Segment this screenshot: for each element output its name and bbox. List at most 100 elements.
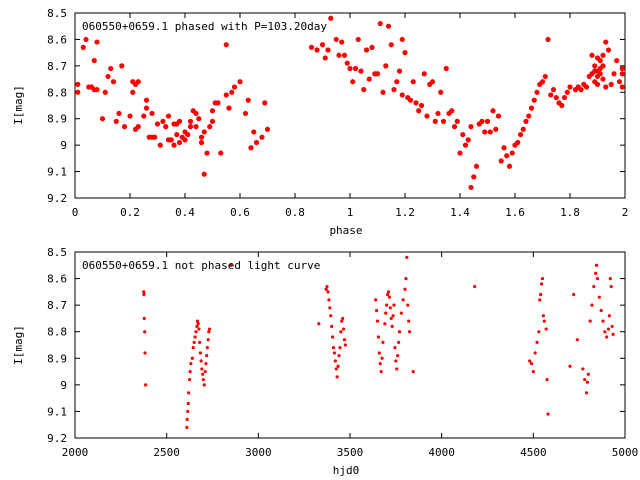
unphased-data-point [204, 362, 208, 366]
unphased-data-point [332, 351, 337, 355]
unphased-data-point [325, 284, 329, 289]
unphased-data-point [385, 292, 390, 297]
phased-x-tick-label: 0.6 [230, 206, 250, 219]
phased-data-point [165, 113, 172, 119]
phased-data-point [605, 47, 612, 53]
unphased-data-point [186, 409, 190, 414]
unphased-data-point [375, 319, 380, 323]
unphased-data-point [374, 298, 378, 302]
phased-data-point [548, 92, 554, 98]
unphased-data-point [545, 377, 549, 382]
phased-plot-frame [74, 12, 626, 199]
phased-y-tick-label: 8.5 [47, 7, 67, 20]
phased-data-point [231, 84, 238, 90]
unphased-data-point [330, 335, 335, 339]
phased-data-point [553, 94, 559, 101]
unphased-data-point [396, 354, 400, 358]
phased-data-point [515, 139, 521, 146]
unphased-data-point [601, 319, 605, 323]
unphased-data-point [535, 340, 539, 344]
unphased-data-point [411, 369, 415, 374]
unphased-data-point [207, 327, 212, 331]
unphased-data-point [407, 319, 411, 323]
phased-data-point [619, 71, 625, 77]
unphased-data-point [142, 292, 146, 297]
phased-data-point [374, 71, 381, 77]
phased-data-point [182, 137, 188, 143]
phased-data-point [80, 44, 86, 50]
unphased-data-point [590, 303, 594, 307]
unphased-data-point [186, 401, 190, 406]
phased-data-point [432, 118, 438, 124]
phased-data-point [352, 65, 359, 72]
phased-data-point [209, 118, 216, 124]
unphased-data-point [540, 276, 545, 281]
phased-data-point [465, 137, 471, 143]
phased-x-tick-label: 0.4 [175, 206, 195, 219]
phased-data-point [394, 79, 400, 85]
phased-data-point [528, 105, 535, 111]
unphased-x-tick-label: 2000 [62, 446, 89, 459]
phased-data-point [152, 134, 158, 140]
unphased-data-point [379, 369, 383, 374]
unphased-data-point [384, 311, 388, 315]
phased-data-point [407, 97, 414, 103]
unphased-data-point [603, 330, 607, 334]
phased-data-point [262, 100, 268, 106]
unphased-data-point [341, 316, 345, 321]
phased-chart: 0 0.2 0.4 0.6 0.8 1 1.2 1.4 1.6 1.8 2 8.5 8.6 8.7 8.8 8… [12, 7, 628, 237]
unphased-data-point [401, 298, 405, 302]
phased-data-point [603, 39, 609, 45]
phased-data-point [242, 110, 249, 117]
phased-x-tick-label: 0.2 [120, 206, 140, 219]
phased-data-point [143, 105, 150, 111]
phased-data-point [143, 97, 150, 103]
phased-data-point [487, 129, 493, 135]
phased-data-point [176, 139, 183, 146]
unphased-data-point [187, 377, 192, 382]
phased-data-point [561, 94, 568, 101]
phased-data-point [149, 110, 155, 117]
unphased-data-point [405, 255, 409, 259]
phased-data-point [619, 65, 625, 72]
phased-data-point [468, 184, 474, 191]
unphased-data-point [334, 367, 338, 371]
phased-data-point [564, 89, 570, 95]
phased-data-point [539, 79, 546, 85]
unphased-data-point [546, 412, 550, 416]
phased-data-point [264, 126, 271, 132]
phased-data-point [336, 52, 342, 58]
phased-data-point [484, 118, 491, 124]
phased-x-tick-label: 2 [622, 206, 629, 219]
phased-data-point [482, 129, 488, 135]
phased-data-point [154, 121, 161, 127]
phased-data-point [251, 129, 257, 135]
unphased-data-point [336, 364, 340, 368]
phased-data-point [388, 42, 394, 48]
unphased-data-point [343, 343, 348, 347]
phased-data-point [424, 113, 430, 119]
unphased-data-point [195, 319, 200, 323]
phased-data-point [383, 63, 389, 69]
phased-x-tick-label: 1.6 [505, 206, 525, 219]
phased-y-tick-label: 9.1 [47, 166, 67, 179]
phased-y-tick-label: 9.2 [47, 192, 67, 205]
unphased-data-point [205, 354, 209, 358]
unphased-y-tick-label: 9 [60, 379, 67, 392]
unphased-data-point [326, 290, 330, 294]
phased-x-tick-label: 1.4 [450, 206, 470, 219]
unphased-data-point [324, 287, 328, 291]
unphased-data-point [581, 367, 585, 371]
unphased-data-point [143, 330, 147, 334]
unphased-data-point [342, 338, 347, 342]
unphased-data-point [608, 276, 612, 281]
phased-data-point [429, 79, 436, 85]
unphased-data-point [330, 324, 334, 328]
unphased-data-point [609, 284, 613, 289]
unphased-data-point [195, 324, 199, 328]
phased-data-point [600, 63, 606, 69]
phased-data-point [589, 52, 595, 58]
unphased-data-point [329, 314, 333, 318]
phased-data-point [369, 44, 375, 50]
unphased-data-point [142, 290, 146, 294]
